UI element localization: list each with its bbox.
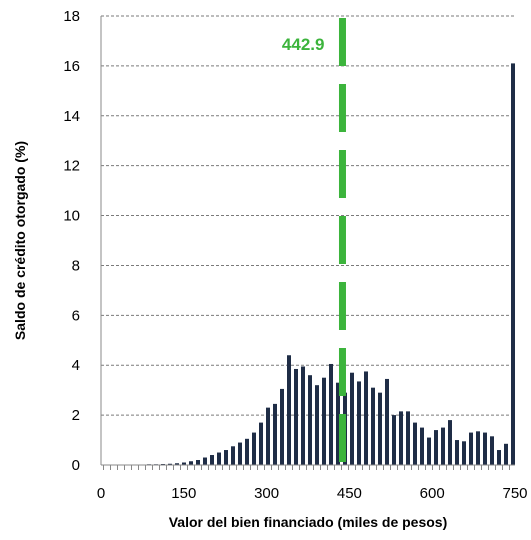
bar (224, 450, 228, 465)
bar (427, 437, 431, 465)
y-tick-label: 18 (63, 8, 80, 25)
bar (357, 381, 361, 465)
bar (483, 432, 487, 465)
y-tick-label: 6 (72, 307, 80, 324)
x-tick-label: 0 (97, 485, 105, 502)
bar (266, 407, 270, 465)
bar (385, 378, 389, 465)
bar (434, 430, 438, 465)
axes (100, 16, 515, 470)
y-tick-label: 4 (72, 357, 80, 374)
bar (336, 382, 340, 465)
bar (364, 371, 368, 465)
bar (350, 372, 354, 465)
bar (392, 415, 396, 465)
bar (308, 375, 312, 465)
bar (182, 462, 186, 465)
y-tick-label: 12 (63, 158, 80, 175)
bar (259, 422, 263, 465)
gridlines (101, 15, 515, 416)
bar (378, 392, 382, 465)
bar (469, 432, 473, 465)
x-axis-title: Valor del bien financiado (miles de peso… (169, 514, 448, 530)
x-tick-label: 750 (502, 485, 527, 502)
bar (322, 377, 326, 465)
x-tick-labels: 0 150 300 450 600 750 (97, 485, 528, 502)
y-tick-label: 8 (72, 257, 80, 274)
bar (476, 431, 480, 465)
y-tick-label: 2 (72, 407, 80, 424)
bar (189, 461, 193, 465)
x-tick-label: 150 (171, 485, 196, 502)
bar (315, 385, 319, 465)
bar (294, 368, 298, 465)
bar (245, 438, 249, 465)
x-tick-label: 600 (420, 485, 445, 502)
bar (301, 366, 305, 465)
y-tick-label: 16 (63, 58, 80, 75)
bar (238, 442, 242, 465)
bar (406, 411, 410, 465)
x-tick-label: 450 (337, 485, 362, 502)
bar (490, 436, 494, 465)
bar (329, 363, 333, 465)
y-tick-label: 14 (63, 108, 80, 125)
bar (413, 422, 417, 465)
bar (455, 440, 459, 465)
bar (497, 450, 501, 465)
bar (203, 457, 207, 465)
bars (105, 63, 515, 466)
bar (420, 427, 424, 465)
bar (196, 460, 200, 465)
y-tick-label: 0 (72, 457, 80, 474)
bar (210, 455, 214, 465)
bar (175, 463, 179, 465)
bar (371, 387, 375, 465)
bar (231, 446, 235, 465)
bar (287, 355, 291, 465)
bar (504, 443, 508, 465)
bar (273, 403, 277, 465)
bar (399, 411, 403, 465)
bar (511, 63, 515, 466)
bar (280, 388, 284, 465)
bar (462, 441, 466, 465)
y-tick-label: 10 (63, 208, 80, 225)
y-tick-labels: 0 2 4 6 8 10 12 14 16 18 (63, 8, 80, 474)
bar (448, 420, 452, 465)
bar (252, 432, 256, 465)
bar (168, 463, 172, 465)
bar (441, 427, 445, 465)
bar (217, 452, 221, 465)
reference-line-label: 442.9 (282, 35, 325, 54)
x-tick-label: 300 (254, 485, 279, 502)
y-axis-title: Saldo de crédito otorgado (%) (12, 141, 28, 340)
